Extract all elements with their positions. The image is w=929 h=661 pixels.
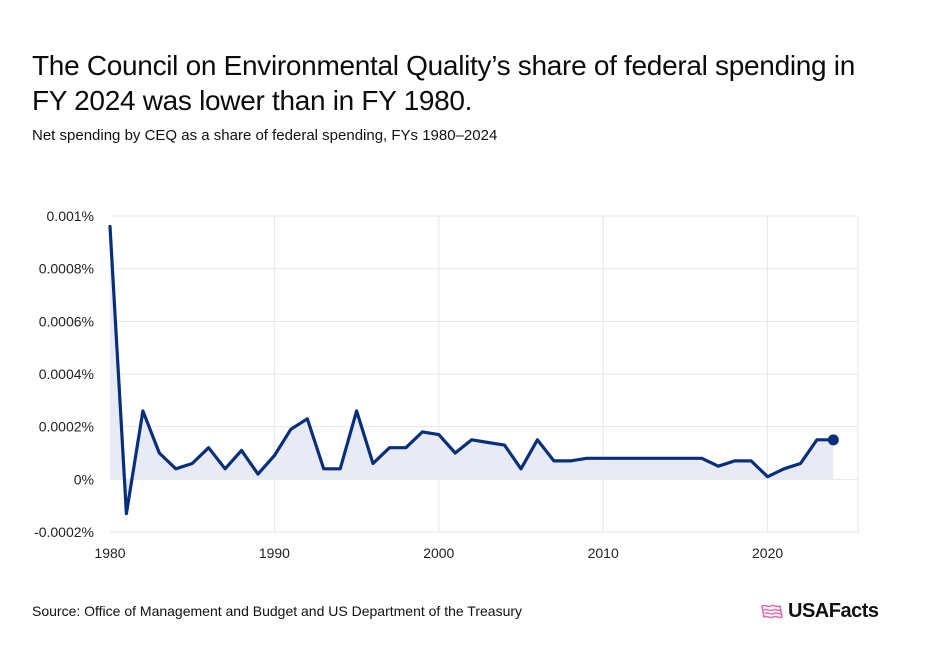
series-line [108, 224, 835, 516]
y-tick-label: 0.0002% [39, 419, 94, 435]
brand-name: USAFacts [788, 600, 879, 622]
source-note: Source: Office of Management and Budget … [32, 603, 523, 619]
y-tick-label: 0.0004% [39, 366, 94, 382]
area-fill [110, 226, 834, 514]
y-tick-label: 0.0006% [39, 313, 94, 329]
chart-title: The Council on Environmental Quality’s s… [32, 50, 855, 116]
x-tick-label: 1980 [94, 545, 125, 561]
x-tick-label: 2000 [423, 545, 454, 561]
y-tick-label: 0.001% [47, 208, 94, 224]
grid-lines [110, 215, 859, 533]
chart-subtitle: Net spending by CEQ as a share of federa… [32, 127, 498, 144]
y-tick-label: -0.0002% [34, 524, 94, 540]
y-tick-label: 0% [74, 471, 94, 487]
last-point-marker [827, 434, 839, 446]
y-axis-ticks: 0.001% 0.0008% 0.0006% 0.0004% 0.0002% 0% -0.0… [34, 208, 94, 540]
x-tick-label: 1990 [259, 545, 290, 561]
x-axis-ticks: 1980 1990 2000 2010 2020 [94, 545, 783, 561]
line-chart: 0.001% 0.0008% 0.0006% 0.0004% 0.0002% 0% -0.0… [34, 208, 859, 561]
x-tick-label: 2020 [752, 545, 783, 561]
x-tick-label: 2010 [588, 545, 619, 561]
brand-logo: USAFacts [760, 600, 879, 623]
usafacts-flag-icon [761, 604, 783, 618]
y-tick-label: 0.0008% [39, 261, 94, 277]
